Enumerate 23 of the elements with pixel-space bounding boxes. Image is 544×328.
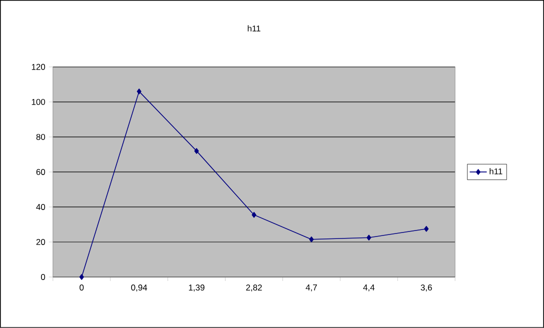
y-tick-label: 100: [32, 98, 46, 105]
x-tick-label: 3,6: [420, 284, 432, 292]
x-tick-label: 0,94: [131, 284, 148, 292]
x-tick-label: 4,4: [363, 284, 375, 292]
y-tick-label: 60: [36, 169, 46, 175]
point: [194, 148, 199, 154]
chart-title: h11: [248, 25, 260, 32]
y-tick-label: 0: [41, 274, 46, 280]
x-tick-label: 0: [80, 284, 84, 291]
x-tick-label: 2,82: [246, 284, 262, 292]
y-tick-label: 80: [36, 134, 46, 140]
legend-label: h11: [490, 168, 502, 174]
y-tick-label: 120: [32, 64, 46, 70]
x-tick-label: 4,7: [306, 284, 317, 292]
point: [309, 236, 314, 242]
y-tick-label: 20: [36, 239, 46, 246]
x-tick-label: 1,39: [188, 284, 204, 292]
point: [366, 234, 372, 241]
point: [79, 274, 84, 280]
point: [252, 212, 256, 218]
y-tick-label: 40: [36, 204, 46, 210]
point: [424, 226, 429, 232]
point: [136, 88, 142, 94]
